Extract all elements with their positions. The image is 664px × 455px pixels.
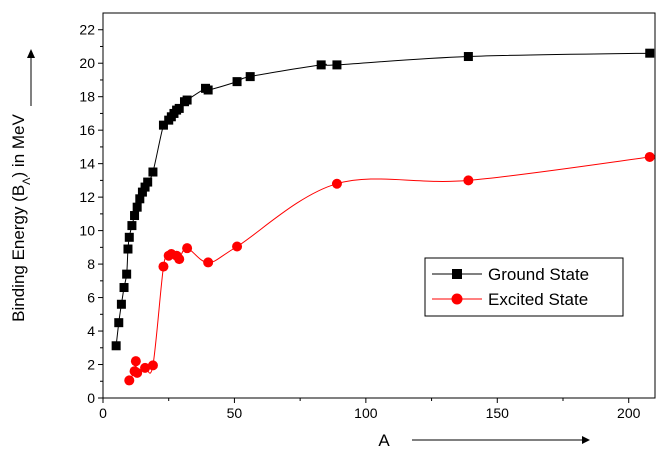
ground-state-point bbox=[111, 341, 121, 351]
y-tick-label: 12 bbox=[79, 189, 95, 205]
excited-state-point bbox=[644, 151, 655, 162]
excited-state-point bbox=[182, 243, 193, 254]
legend-ground-marker bbox=[452, 269, 462, 279]
excited-state-point bbox=[203, 257, 214, 268]
ground-state-point bbox=[645, 48, 655, 58]
y-tick-label: 4 bbox=[87, 323, 95, 339]
excited-state-point bbox=[158, 261, 169, 272]
ground-state-point bbox=[119, 283, 129, 293]
excited-state-point bbox=[140, 362, 151, 373]
legend: Ground State Excited State bbox=[424, 257, 624, 317]
x-axis-label: A bbox=[378, 431, 390, 450]
ground-state-point bbox=[158, 120, 168, 130]
ground-state-point bbox=[148, 167, 158, 177]
ground-state-point bbox=[232, 77, 242, 87]
axes: 0 2 4 6 8 10 12 14 16 18 20 22 0 50 100 150 200 bbox=[79, 12, 656, 421]
ground-state-point bbox=[316, 60, 326, 70]
ground-state-point bbox=[130, 211, 140, 221]
excited-state-point bbox=[124, 375, 135, 386]
y-tick-label: 8 bbox=[87, 256, 95, 272]
y-tick-label: 10 bbox=[79, 223, 95, 239]
fit-curves bbox=[115, 52, 650, 381]
ground-state-point bbox=[135, 194, 145, 204]
x-tick-label: 0 bbox=[99, 405, 107, 421]
legend-ground-label: Ground State bbox=[488, 265, 589, 284]
x-tick-label: 150 bbox=[486, 405, 510, 421]
y-tick-label: 20 bbox=[79, 55, 95, 71]
y-tick-label: 22 bbox=[79, 22, 95, 38]
excited-state-point bbox=[463, 175, 474, 186]
data-markers bbox=[111, 48, 655, 386]
ground-state-point bbox=[127, 221, 137, 231]
excited-state-point bbox=[130, 356, 141, 367]
y-tick-label: 14 bbox=[79, 156, 95, 172]
excited-state-point bbox=[232, 241, 243, 252]
y-axis-arrow-head bbox=[27, 49, 35, 58]
ground-state-point bbox=[332, 60, 342, 70]
ground-state-point bbox=[143, 177, 153, 187]
x-axis-arrow-head bbox=[582, 436, 590, 444]
ground-state-point bbox=[132, 202, 142, 212]
ground-state-point bbox=[182, 95, 192, 105]
excited-state-point bbox=[174, 254, 185, 265]
x-tick-label: 50 bbox=[227, 405, 243, 421]
y-axis-label-suffix: ) in MeV bbox=[9, 113, 28, 177]
legend-excited-marker bbox=[451, 293, 463, 305]
ground-state-point bbox=[114, 318, 124, 328]
x-tick-label: 200 bbox=[617, 405, 641, 421]
y-tick-label: 16 bbox=[79, 122, 95, 138]
y-axis-label-subscript: Λ bbox=[21, 177, 33, 185]
ground-state-point bbox=[174, 103, 184, 113]
excited-state-point bbox=[147, 360, 158, 371]
ground-state-point bbox=[123, 244, 133, 254]
ground-state-point bbox=[140, 182, 150, 192]
y-tick-label: 6 bbox=[87, 290, 95, 306]
legend-excited-label: Excited State bbox=[488, 290, 588, 309]
legend-box bbox=[424, 257, 624, 317]
ground-state-point bbox=[137, 187, 147, 197]
y-axis-label: Binding Energy (BΛ) in MeV bbox=[9, 113, 33, 321]
x-tick-label: 100 bbox=[354, 405, 378, 421]
ground-state-point bbox=[203, 85, 213, 95]
ground-state-point bbox=[245, 72, 255, 82]
plot-frame bbox=[102, 12, 656, 399]
ground-state-point bbox=[122, 269, 132, 279]
ground-state-point bbox=[116, 299, 126, 309]
ground-state-point bbox=[124, 232, 134, 242]
excited-state-point bbox=[331, 178, 342, 189]
excited-state-point bbox=[132, 367, 143, 378]
y-tick-label: 18 bbox=[79, 89, 95, 105]
y-tick-label: 0 bbox=[87, 390, 95, 406]
y-axis-label-main: Binding Energy (B bbox=[9, 185, 28, 322]
y-tick-label: 2 bbox=[87, 357, 95, 373]
axis-titles: A Binding Energy (BΛ) in MeV bbox=[9, 49, 590, 450]
ground-state-point bbox=[463, 52, 473, 62]
